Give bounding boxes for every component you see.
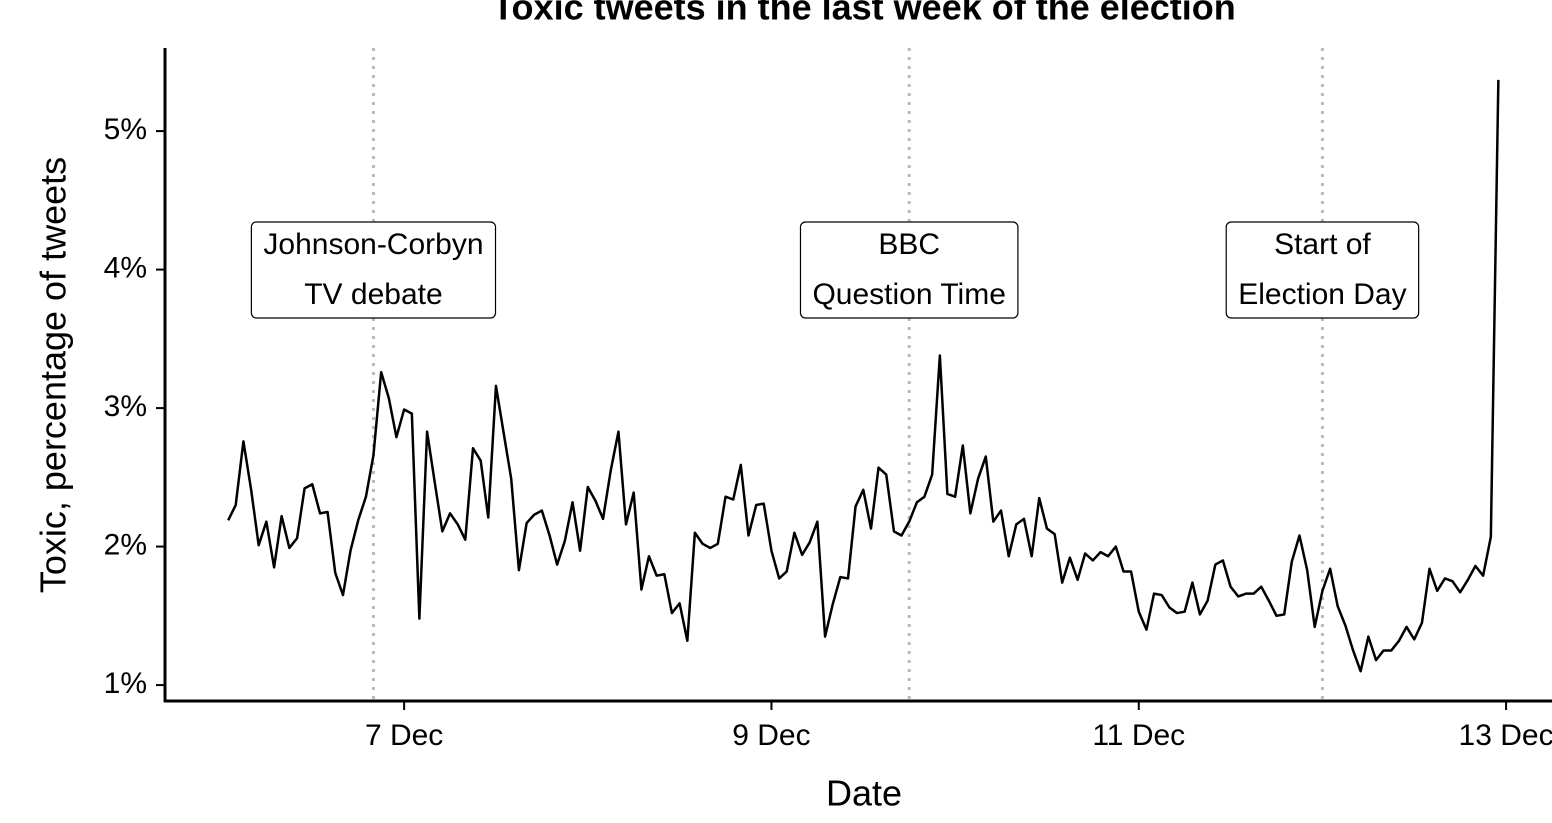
x-tick-label: 7 Dec: [365, 719, 443, 752]
chart-title: Toxic tweets in the last week of the ele…: [492, 0, 1236, 28]
annotation-box: [799, 221, 1019, 319]
y-tick-label: 4%: [104, 252, 147, 285]
annotation: Johnson-Corbyn TV debate: [250, 221, 497, 319]
x-axis-label: Date: [826, 773, 902, 814]
y-tick-label: 3%: [104, 390, 147, 423]
y-tick-label: 2%: [104, 529, 147, 562]
annotation-text: Start of: [1274, 228, 1371, 261]
annotation-box: [1225, 221, 1420, 319]
annotation-text: Election Day: [1238, 278, 1406, 311]
annotation-text: Question Time: [812, 278, 1005, 311]
annotation-text: BBC: [878, 228, 940, 261]
x-tick-label: 9 Dec: [732, 719, 810, 752]
annotation: Start of Election Day: [1225, 221, 1420, 319]
y-axis-label: Toxic, percentage of tweets: [33, 157, 74, 593]
annotation-text: Johnson-Corbyn: [263, 228, 483, 261]
annotation: BBC Question Time: [799, 221, 1019, 319]
data-line: [227, 79, 1500, 673]
y-tick-label: 1%: [104, 667, 147, 700]
annotation-box: [250, 221, 497, 319]
annotation-text: TV debate: [304, 278, 442, 311]
x-tick-label: 13 Dec: [1459, 719, 1552, 752]
x-tick-label: 11 Dec: [1092, 719, 1185, 752]
y-tick-label: 5%: [104, 113, 147, 146]
